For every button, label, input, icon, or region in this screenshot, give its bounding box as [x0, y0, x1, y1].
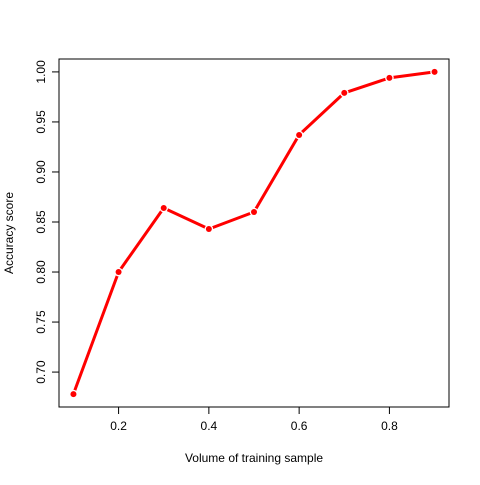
x-axis-label: Volume of training sample [185, 451, 323, 465]
y-tick-label: 0.75 [34, 310, 48, 334]
data-point [205, 225, 212, 232]
data-point [386, 74, 393, 81]
series-line [71, 70, 437, 396]
y-tick-label: 0.90 [34, 160, 48, 184]
data-point [160, 204, 167, 211]
x-tick-label: 0.2 [110, 419, 127, 433]
plot-frame [58, 58, 450, 408]
x-tick-label: 0.8 [381, 419, 398, 433]
x-axis: 0.2 0.4 0.6 0.8 [110, 407, 398, 433]
data-point [431, 68, 438, 75]
data-point [70, 391, 77, 398]
y-tick-label: 0.85 [34, 210, 48, 234]
y-tick-label: 0.95 [34, 110, 48, 134]
y-tick-label: 0.70 [34, 360, 48, 384]
y-axis: 0.70 0.75 0.80 0.85 0.90 0.95 1.00 [34, 60, 59, 384]
y-tick-label: 0.80 [34, 260, 48, 284]
data-point [341, 89, 348, 96]
y-tick-label: 1.00 [34, 60, 48, 84]
data-point [296, 131, 303, 138]
y-axis-label: Accuracy score [2, 192, 16, 274]
data-point [115, 269, 122, 276]
data-points [69, 67, 439, 399]
x-tick-label: 0.4 [201, 419, 218, 433]
x-tick-label: 0.6 [291, 419, 308, 433]
data-point [251, 208, 257, 215]
